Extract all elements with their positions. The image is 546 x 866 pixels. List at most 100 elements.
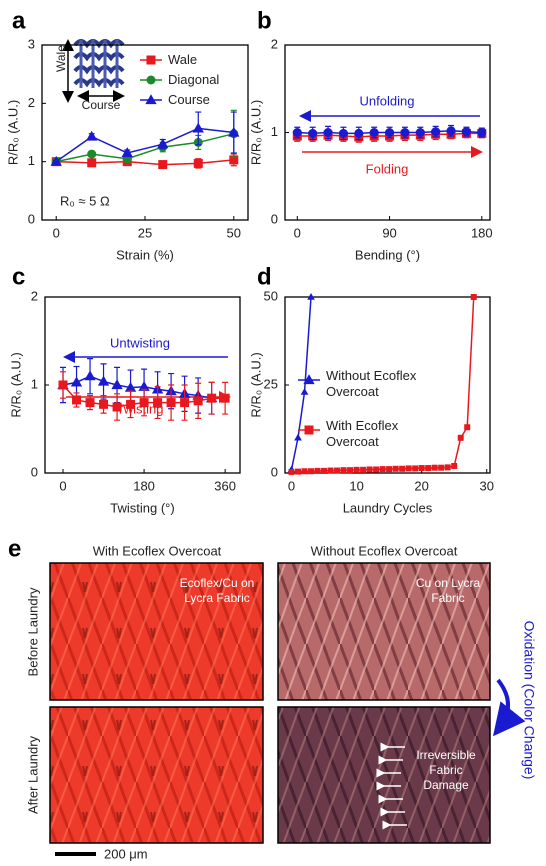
marker (464, 424, 471, 431)
x-tick-label: 25 (138, 225, 152, 240)
x-tick-label: 0 (294, 225, 301, 240)
marker (180, 398, 190, 408)
overlay-label: Cu on Lycra Fabric (415, 576, 481, 605)
marker (412, 465, 419, 472)
x-tick-label: 0 (53, 225, 60, 240)
marker (470, 294, 477, 300)
marker (300, 388, 309, 395)
column-header: Without Ecoflex Overcoat (311, 543, 458, 558)
annotation: Folding (366, 161, 409, 176)
marker (360, 466, 367, 473)
legend-entry: With Ecoflex Overcoat (326, 418, 398, 449)
marker (385, 128, 395, 137)
marker (193, 396, 203, 406)
legend-entry: Without Ecoflex Overcoat (326, 368, 416, 399)
marker (477, 128, 487, 137)
marker (314, 467, 321, 474)
overlay-label: Ecoflex/Cu on Lycra Fabric (179, 576, 255, 605)
marker (451, 462, 458, 469)
x-tick-label: 50 (227, 225, 241, 240)
y-tick-label: 0 (31, 464, 38, 479)
panel-label: b (257, 7, 272, 34)
y-tick-label: 1 (28, 153, 35, 168)
x-tick-label: 0 (59, 478, 66, 493)
marker (87, 158, 97, 168)
marker (307, 292, 315, 300)
marker (327, 467, 334, 474)
marker (379, 466, 386, 473)
annotation: Unfolding (360, 93, 415, 108)
column-header: With Ecoflex Overcoat (93, 543, 222, 558)
legend-entry: Course (168, 92, 210, 107)
marker (338, 128, 348, 138)
annotation: Wale (54, 45, 68, 72)
x-tick-label: 360 (214, 478, 236, 493)
marker (86, 130, 98, 141)
panel-label: a (12, 7, 26, 34)
annotation: Untwisting (110, 335, 170, 350)
marker (438, 464, 445, 471)
marker (308, 468, 315, 475)
y-tick-label: 0 (271, 211, 278, 226)
marker (70, 376, 83, 387)
marker (146, 55, 156, 65)
y-tick-label: 0 (28, 211, 35, 226)
marker (207, 393, 217, 403)
marker (444, 464, 451, 471)
overlay-label: Irreversible Fabric Damage (416, 748, 476, 792)
marker (431, 127, 441, 137)
marker (58, 380, 68, 390)
side-note: Oxidation (Color Change) (521, 621, 537, 780)
y-tick-label: 2 (31, 288, 38, 303)
oxidation-arrow (493, 678, 526, 737)
marker (72, 395, 82, 405)
marker (295, 468, 302, 475)
marker (50, 155, 62, 166)
marker (347, 467, 354, 474)
legend-text: Diagonal (168, 72, 220, 87)
y-axis-label: R/R₀ (A.U.) (5, 100, 20, 165)
marker (415, 128, 425, 137)
panel-label: c (12, 263, 25, 290)
x-tick-label: 90 (382, 225, 396, 240)
marker (111, 379, 123, 390)
marker (308, 128, 318, 138)
marker (340, 467, 347, 474)
x-tick-label: 20 (414, 478, 428, 493)
marker (139, 398, 149, 408)
x-tick-label: 10 (349, 478, 363, 493)
scale-label: 200 μm (104, 846, 148, 861)
marker (153, 398, 163, 408)
marker (386, 466, 393, 473)
x-tick-label: 180 (471, 225, 493, 240)
marker (431, 464, 438, 471)
panel-label: d (257, 263, 272, 290)
y-axis-label: R/R₀ (A.U.) (248, 352, 263, 417)
marker (85, 398, 95, 408)
series-line (290, 296, 312, 470)
x-axis-label: Strain (%) (116, 247, 174, 262)
marker (87, 149, 97, 159)
series-line (55, 127, 234, 163)
image-before-with (49, 562, 264, 701)
marker (457, 434, 464, 441)
marker (425, 465, 432, 472)
x-tick-label: 0 (288, 478, 295, 493)
y-tick-label: 1 (271, 124, 278, 139)
marker (418, 465, 425, 472)
x-axis-label: Bending (°) (355, 247, 420, 262)
y-tick-label: 0 (271, 464, 278, 479)
marker (321, 467, 328, 474)
marker (354, 128, 364, 138)
y-tick-label: 2 (28, 95, 35, 110)
y-tick-label: 50 (264, 288, 278, 303)
image-after-with (49, 706, 264, 844)
series-line (56, 159, 234, 166)
marker (228, 126, 240, 137)
marker (304, 425, 314, 435)
marker (126, 399, 136, 409)
y-axis-label: R/R₀ (A.U.) (248, 100, 263, 165)
marker (446, 126, 456, 136)
y-tick-label: 1 (31, 376, 38, 391)
